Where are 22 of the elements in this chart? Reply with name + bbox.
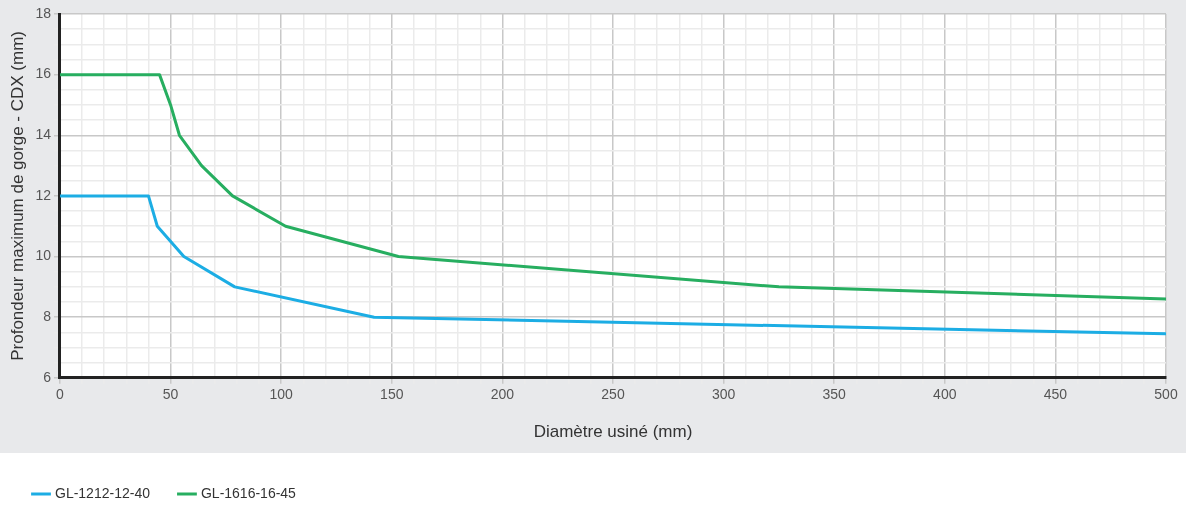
y-axis-title: Profondeur maximum de gorge - CDX (mm) xyxy=(7,31,27,361)
y-tick-label: 18 xyxy=(35,4,52,21)
x-tick-label: 250 xyxy=(601,386,625,403)
y-tick-label: 10 xyxy=(35,247,52,264)
x-tick-label: 50 xyxy=(162,386,179,403)
x-tick-label: 400 xyxy=(933,386,957,403)
x-tick-label: 0 xyxy=(56,386,65,403)
x-tick-label: 450 xyxy=(1043,386,1068,403)
y-tick-label: 8 xyxy=(43,308,52,325)
x-tick-label: 150 xyxy=(380,386,404,403)
y-tick-label: 6 xyxy=(43,368,52,385)
legend-label: GL-1616-16-45 xyxy=(200,484,297,501)
x-tick-label: 100 xyxy=(269,386,294,403)
x-tick-label: 200 xyxy=(490,386,515,403)
y-tick-label: 14 xyxy=(35,126,52,143)
x-tick-label: 300 xyxy=(711,386,736,403)
x-tick-label: 350 xyxy=(822,386,847,403)
y-tick-label: 12 xyxy=(35,186,52,203)
x-axis-title: Diamètre usiné (mm) xyxy=(533,422,693,442)
y-tick-label: 16 xyxy=(35,65,52,82)
x-tick-label: 500 xyxy=(1154,386,1178,403)
legend-label: GL-1212-12-40 xyxy=(55,484,151,501)
